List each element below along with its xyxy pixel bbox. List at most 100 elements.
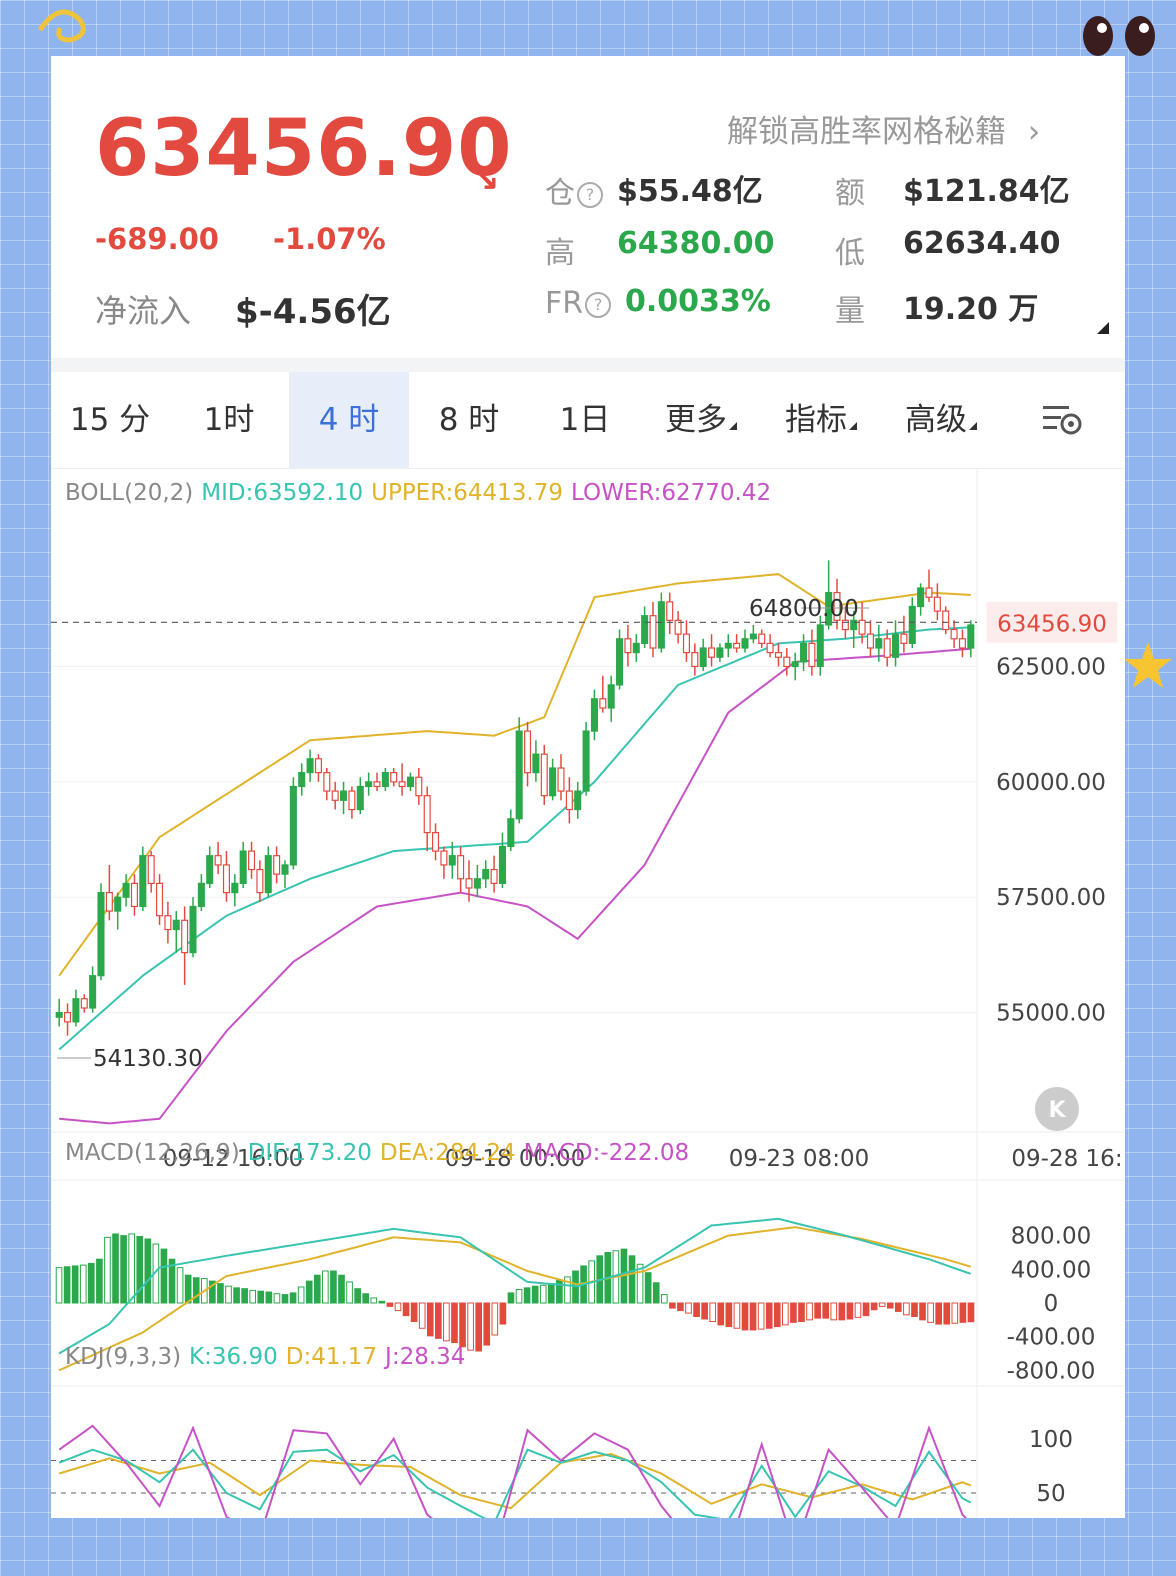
macd-bar <box>701 1302 708 1320</box>
kdj-j-line <box>58 1424 968 1518</box>
macd-bar <box>822 1302 830 1319</box>
candle-body <box>958 638 966 649</box>
candle-body <box>289 785 297 866</box>
macd-bar <box>451 1302 458 1344</box>
macd-bar <box>773 1302 781 1328</box>
macd-bar <box>886 1302 894 1309</box>
kdj-legend: KDJ(9,3,3) K:36.90 D:41.17 J:28.34 <box>65 1344 473 1370</box>
candle-body <box>457 855 465 880</box>
candle-body <box>699 647 707 668</box>
candle-body <box>507 818 515 848</box>
macd-bar <box>741 1302 749 1331</box>
macd-bar <box>531 1285 539 1304</box>
macd-bar <box>394 1302 402 1312</box>
amount-label: 额 <box>835 176 865 211</box>
candle-body <box>783 656 791 668</box>
candle-body <box>390 772 398 783</box>
macd-bar <box>160 1248 168 1304</box>
macd-bar <box>128 1233 135 1304</box>
tab-more[interactable]: 更多 <box>641 372 761 468</box>
macd-bar <box>765 1302 773 1329</box>
candle-body <box>641 615 649 644</box>
tab-15m[interactable]: 15 分 <box>69 402 151 438</box>
macd-y-tick-label: -400.00 <box>1007 1325 1096 1351</box>
macd-bar <box>426 1302 434 1337</box>
macd-bar <box>249 1289 257 1304</box>
candle-body <box>432 832 440 852</box>
candle-body <box>557 767 565 792</box>
candle-body <box>800 642 808 663</box>
macd-bar <box>733 1302 741 1329</box>
candle-body <box>248 850 256 871</box>
macd-bar <box>257 1290 265 1304</box>
tab-advanced[interactable]: 高级 <box>881 372 1001 468</box>
candle-body <box>181 919 189 954</box>
macd-bar <box>120 1235 127 1304</box>
macd-bar <box>273 1293 281 1304</box>
macd-bar <box>854 1302 862 1318</box>
tab-1h[interactable]: 1时 <box>203 402 255 438</box>
kdj-k-line <box>58 1448 972 1518</box>
help-icon[interactable]: ? <box>585 291 612 318</box>
candle-body <box>866 633 874 649</box>
candle-body <box>841 619 849 631</box>
rewind-icon-glyph: K <box>1048 1098 1066 1123</box>
macd-bar <box>830 1302 838 1321</box>
candle-body <box>524 730 532 774</box>
macd-bar <box>225 1285 232 1304</box>
macd-bar <box>660 1294 668 1304</box>
candle-body <box>607 684 615 709</box>
candle-body <box>515 730 523 820</box>
macd-bar <box>322 1270 329 1304</box>
macd-bar <box>838 1302 846 1321</box>
unlock-strategy-link[interactable]: 解锁高胜率网格秘籍 › <box>727 106 1040 151</box>
macd-bar <box>144 1238 152 1304</box>
candle-body <box>206 855 214 884</box>
price-change-percent: -1.07% <box>273 222 386 256</box>
help-icon[interactable]: ? <box>577 181 603 208</box>
macd-bar <box>209 1280 216 1304</box>
kline-chart[interactable]: 62500.00 60000.00 57500.00 55000.00 09-12 16… <box>51 468 1125 1518</box>
boll-lower-value: LOWER:62770.42 <box>570 480 772 506</box>
macd-bar <box>685 1302 692 1314</box>
candle-body <box>933 596 941 612</box>
expand-corner-icon[interactable] <box>1097 322 1109 334</box>
macd-bar <box>402 1302 410 1317</box>
candle-body <box>64 1012 72 1023</box>
kdj-y-tick-label: 100 <box>1029 1427 1073 1453</box>
macd-bar <box>192 1277 200 1304</box>
net-inflow-label: 净流入 <box>95 292 192 330</box>
dropdown-icon <box>729 422 737 430</box>
net-inflow-value: $-4.56亿 <box>235 292 391 332</box>
candle-body <box>398 781 406 788</box>
high-label: 高 <box>545 236 575 271</box>
boll-legend-name: BOLL(20,2) <box>65 480 194 506</box>
macd-bar <box>410 1302 418 1323</box>
candle-body <box>164 915 172 931</box>
x-tick-label: 09-18 00:00 <box>445 1146 585 1172</box>
rewind-icon <box>1035 1087 1079 1131</box>
tab-indicators[interactable]: 指标 <box>761 372 881 468</box>
macd-bar <box>168 1258 176 1304</box>
tab-4h[interactable]: 4 时 <box>289 372 409 468</box>
chart-settings-icon[interactable] <box>1041 402 1085 438</box>
macd-bar <box>806 1302 813 1321</box>
candle-body <box>122 882 130 898</box>
candle-body <box>415 776 423 797</box>
candle-body <box>381 772 389 788</box>
candle-body <box>616 638 624 686</box>
tab-1d[interactable]: 1日 <box>559 402 611 438</box>
macd-dea-value: DEA:284.24 <box>379 1140 516 1166</box>
candle-body <box>825 592 833 626</box>
candle-body <box>222 864 230 894</box>
candle-body <box>649 615 657 649</box>
open-interest-value: $55.48亿 <box>617 174 763 209</box>
macd-bar <box>878 1302 886 1307</box>
tab-8h[interactable]: 8 时 <box>438 402 500 438</box>
candle-body <box>356 785 364 811</box>
macd-bar <box>330 1270 337 1304</box>
macd-bar <box>644 1272 652 1304</box>
candle-body <box>917 587 925 608</box>
candle-body <box>565 790 573 811</box>
macd-bar <box>628 1255 636 1304</box>
